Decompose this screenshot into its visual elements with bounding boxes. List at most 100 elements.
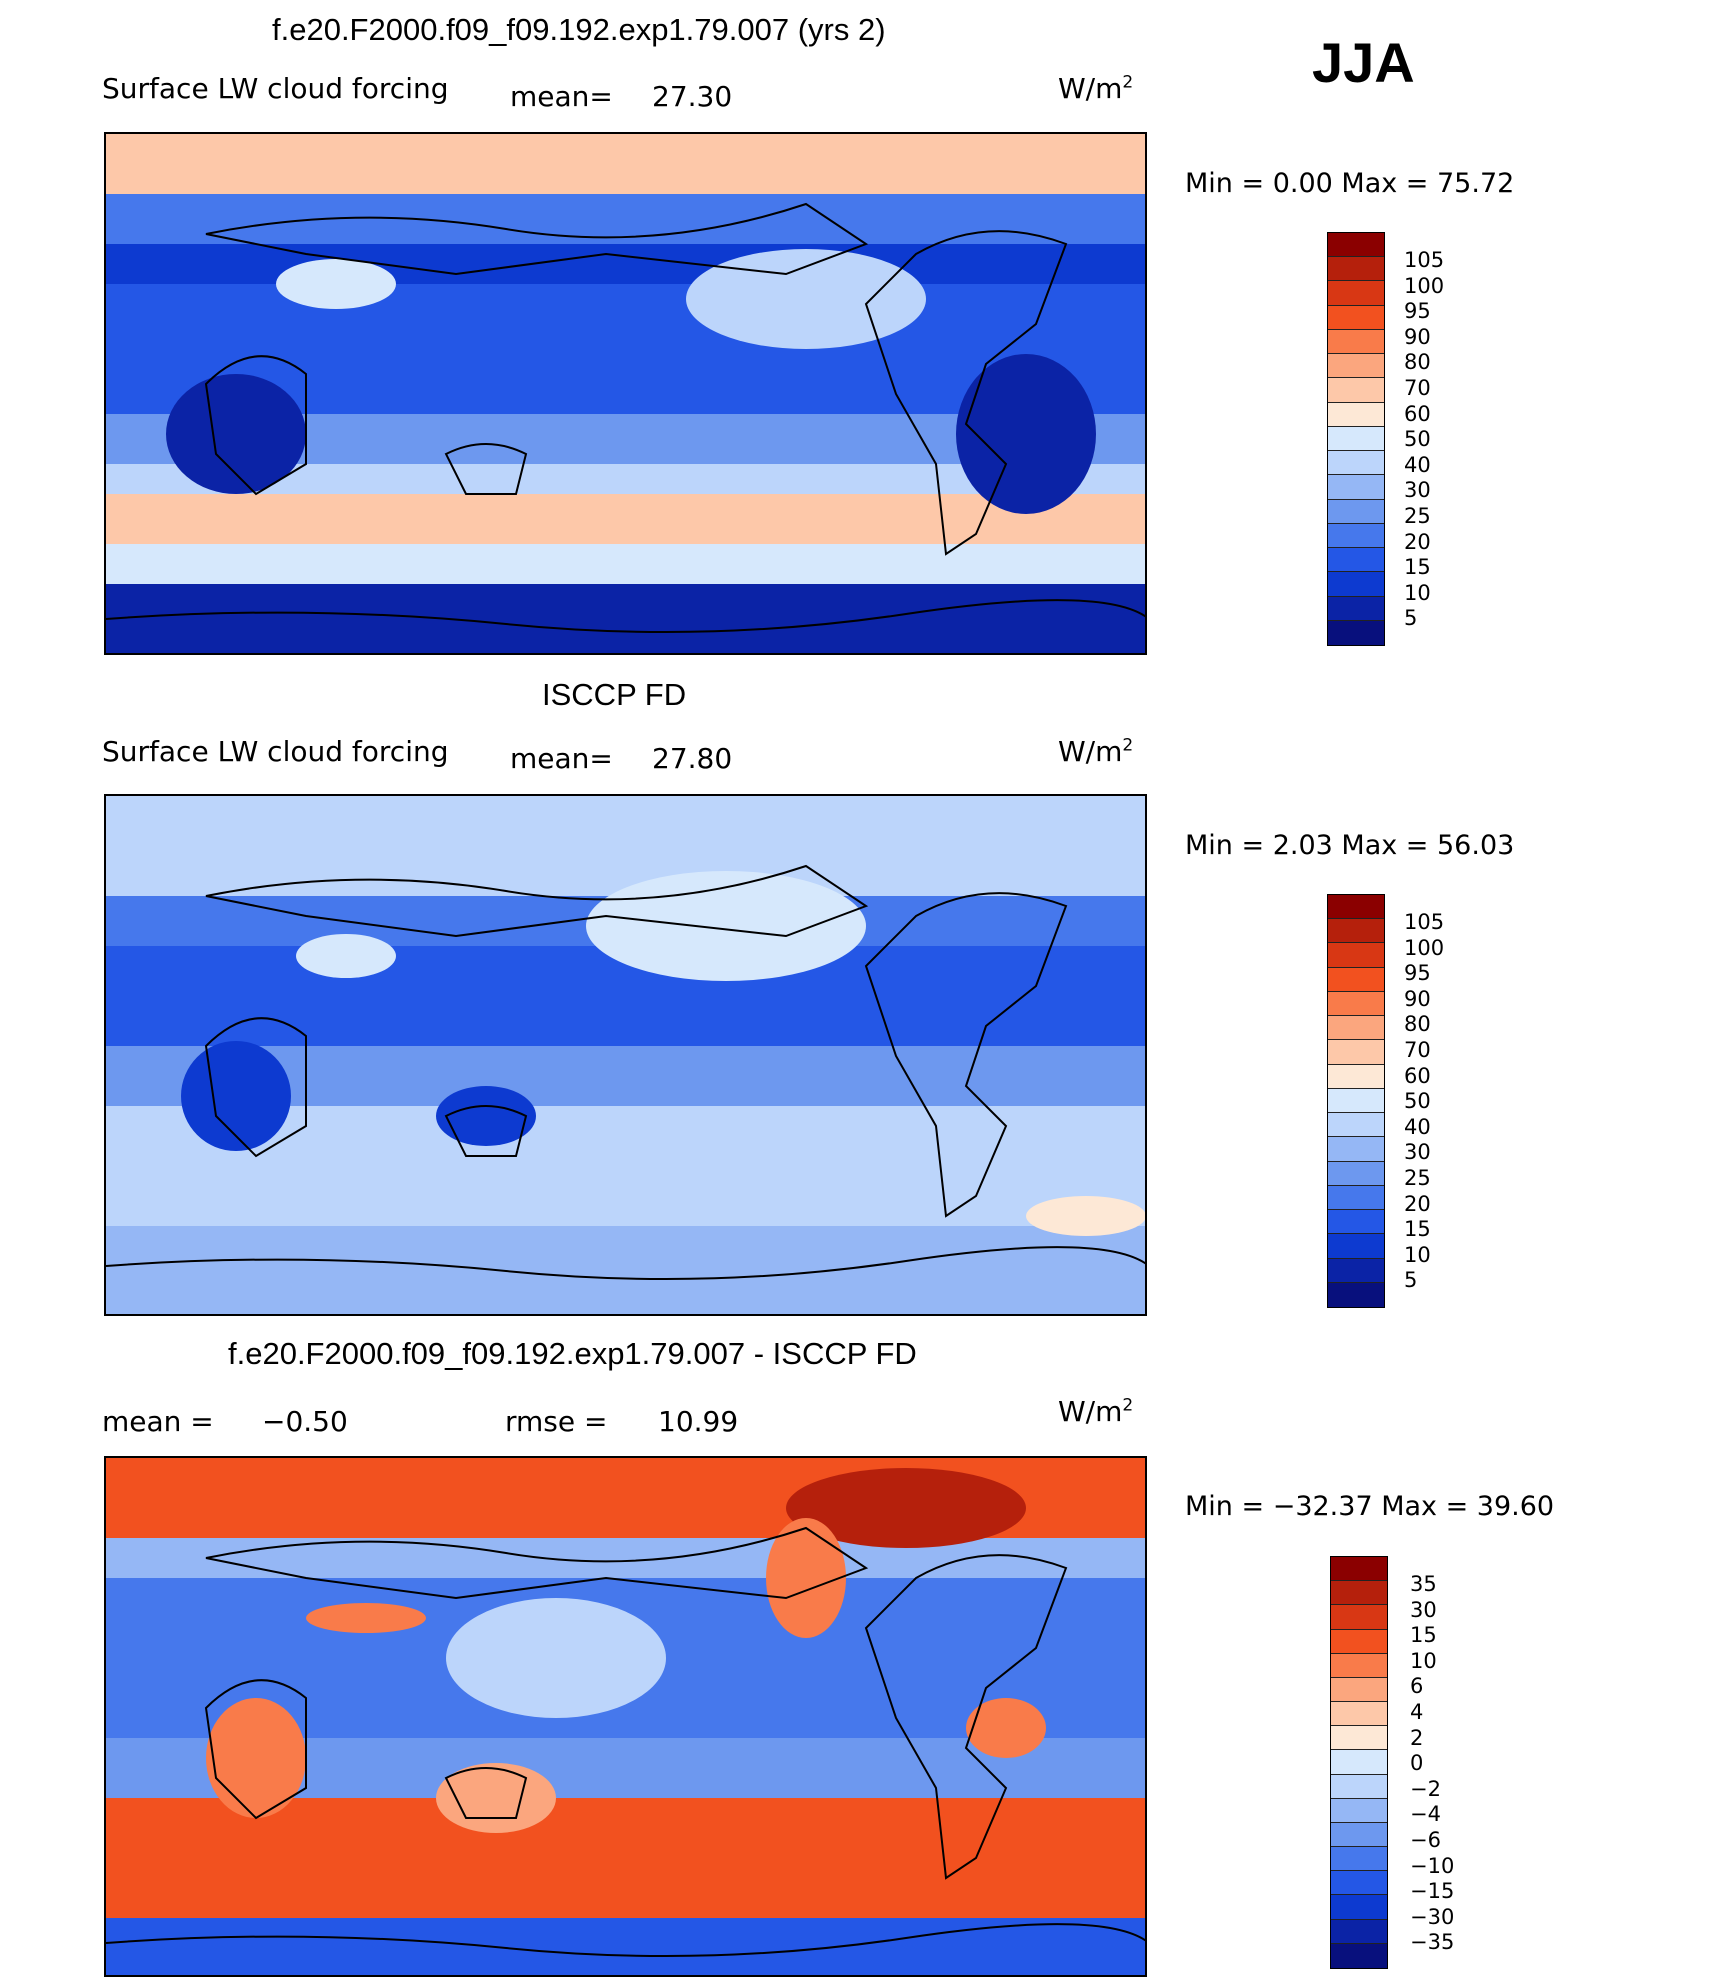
colorbar-tick-label: 80 [1404,350,1431,375]
colorbar-tick-label: 35 [1410,1572,1437,1596]
colorbar-tick-label: 15 [1404,1217,1431,1242]
coastline [864,892,1068,1218]
coastline [864,230,1068,556]
coastline [106,1923,1145,1957]
field-band [106,1918,1145,1975]
colorbar-tick-label: 70 [1404,1037,1431,1062]
panel-2-mean-value: 27.80 [652,742,733,775]
colorbar-swatch [1328,1137,1384,1162]
colorbar-tick-label: 6 [1410,1674,1424,1699]
colorbar-tick-label: 15 [1410,1623,1437,1648]
colorbar-swatch [1328,1088,1384,1114]
coastline [205,202,869,276]
field-patch [956,354,1096,514]
colorbar-swatch [1331,1605,1387,1630]
coastline [106,599,1145,633]
colorbar-tick-label: 50 [1404,427,1431,452]
colorbar-swatch [1328,895,1384,920]
colorbar-swatch [1328,426,1384,452]
colorbar-swatch [1328,967,1384,992]
colorbar-tick-label: −2 [1410,1776,1441,1801]
field-patch [766,1518,846,1638]
colorbar-tick-label: 80 [1404,1012,1431,1037]
panel-3-rmse-label: rmse = [505,1405,608,1438]
panel-3-units: W/m2 [1058,1395,1134,1428]
colorbar-tick-label: 50 [1404,1089,1431,1114]
panel-3-map [104,1456,1147,1977]
colorbar-swatch [1328,1064,1384,1089]
colorbar-tick-label: 100 [1404,273,1445,298]
panel-1-colorbar-ticks: 105 100 95 90 80 70 60 50 40 30 25 20 15 10 5 [1404,248,1444,632]
field-patch [206,1698,306,1818]
panel-2-colorbar-ticks: 105 100 95 90 80 70 60 50 40 30 25 20 15 10 5 [1404,910,1444,1294]
panel-2-units: W/m2 [1058,735,1134,768]
colorbar-swatch [1331,1629,1387,1654]
field-band [106,1798,1145,1918]
field-patch [436,1086,536,1146]
panel-1-minmax: Min = 0.00 Max = 75.72 [1185,168,1515,199]
panel-2-map [104,794,1147,1316]
colorbar-swatch [1328,620,1384,645]
colorbar-tick-label: 40 [1404,1114,1431,1139]
colorbar-swatch [1328,329,1384,355]
panel-3-colorbar-ticks: 35 30 15 10 6 4 2 0 −2 −4 −6 −10 −15 −30 −35 [1410,1572,1454,1956]
field-band [106,584,1145,653]
colorbar-tick-label: 10 [1410,1648,1437,1673]
colorbar-tick-label: 30 [1404,1140,1431,1165]
panel-2-title: ISCCP FD [542,677,687,712]
colorbar-swatch [1331,1871,1387,1896]
colorbar-tick-label: −35 [1410,1930,1455,1955]
colorbar-tick-label: 105 [1404,910,1445,934]
colorbar-swatch [1328,523,1384,549]
coastline [444,1105,528,1157]
colorbar-tick-label: 40 [1404,452,1431,477]
panel-3-minmax: Min = −32.37 Max = 39.60 [1185,1491,1555,1522]
panel-2-colorbar [1327,894,1385,1308]
coastline [444,1767,528,1819]
colorbar-tick-label: −30 [1410,1904,1455,1929]
panel-2-variable: Surface LW cloud forcing [102,735,449,768]
colorbar-swatch [1331,1895,1387,1920]
field-patch [446,1598,666,1718]
colorbar-swatch [1328,1161,1384,1186]
colorbar-swatch [1331,1702,1387,1727]
colorbar-swatch [1328,1234,1384,1259]
panel-1-field [106,134,1145,653]
field-patch [276,259,396,309]
panel-1-mean-value: 27.30 [652,80,733,113]
colorbar-swatch [1328,548,1384,573]
field-patch [686,249,926,349]
colorbar-tick-label: 15 [1404,555,1431,580]
panel-1-map [104,132,1147,655]
field-patch [786,1468,1026,1548]
panel-2-field [106,796,1145,1314]
coastline [444,443,528,495]
colorbar-tick-label: 0 [1410,1751,1424,1776]
colorbar-tick-label: 5 [1404,606,1418,631]
colorbar-swatch [1331,1750,1387,1775]
coastline [204,1679,307,1820]
colorbar-tick-label: 30 [1404,478,1431,503]
field-band [106,544,1145,584]
colorbar-tick-label: 90 [1404,324,1431,349]
colorbar-swatch [1328,1040,1384,1065]
colorbar-tick-label: 20 [1404,1191,1431,1216]
coastline [106,1246,1145,1280]
colorbar-tick-label: 10 [1404,580,1431,605]
colorbar-tick-label: −4 [1410,1802,1441,1827]
colorbar-tick-label: 90 [1404,986,1431,1011]
colorbar-swatch [1328,1282,1384,1307]
colorbar-swatch [1331,1919,1387,1944]
colorbar-tick-label: 30 [1410,1597,1437,1622]
colorbar-tick-label: 4 [1410,1699,1424,1724]
colorbar-swatch [1328,402,1384,427]
field-band [106,1538,1145,1578]
colorbar-swatch [1328,281,1384,306]
coastline [204,355,307,496]
colorbar-tick-label: 10 [1404,1242,1431,1267]
colorbar-swatch [1331,1726,1387,1751]
field-patch [166,374,306,494]
field-patch [306,1603,426,1633]
colorbar-tick-label: −6 [1410,1827,1441,1852]
colorbar-swatch [1328,1258,1384,1283]
